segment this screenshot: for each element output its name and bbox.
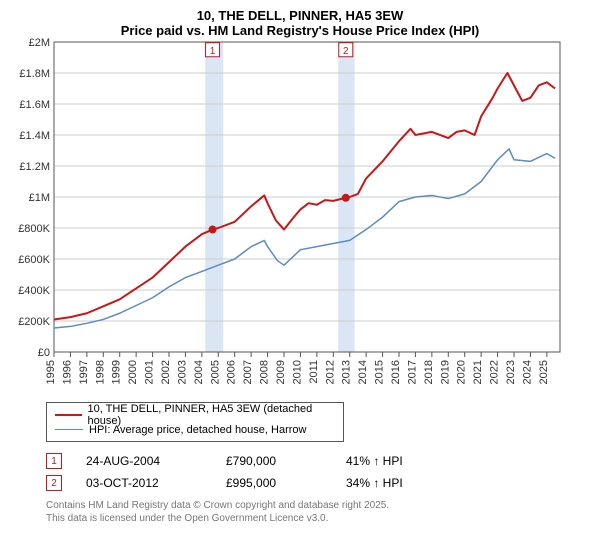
svg-text:2010: 2010 [291, 360, 303, 384]
sales-table: 1 24-AUG-2004£790,00041% ↑ HPI 2 03-OCT-201… [46, 450, 600, 494]
svg-text:2008: 2008 [259, 360, 271, 384]
sale-row: 1 24-AUG-2004£790,00041% ↑ HPI [46, 450, 600, 472]
svg-text:2015: 2015 [374, 360, 386, 384]
svg-text:2012: 2012 [324, 360, 336, 384]
svg-text:2006: 2006 [226, 360, 238, 384]
svg-text:2023: 2023 [505, 360, 517, 384]
sale-marker-box: 1 [46, 453, 62, 469]
svg-text:2011: 2011 [308, 360, 320, 384]
svg-text:2018: 2018 [423, 360, 435, 384]
sale-date: 03-OCT-2012 [86, 476, 226, 490]
svg-text:£2M: £2M [29, 38, 50, 49]
svg-text:2002: 2002 [160, 360, 172, 384]
svg-text:2024: 2024 [521, 360, 533, 384]
svg-text:1: 1 [210, 46, 216, 57]
sale-price: £790,000 [226, 454, 346, 468]
svg-text:2020: 2020 [456, 360, 468, 384]
title-line-2: Price paid vs. HM Land Registry's House … [0, 23, 600, 38]
chart-area: £0 £200K £400K £600K £800K £1M £1.2M £1.4M £1.6M… [8, 38, 568, 396]
svg-text:2001: 2001 [144, 360, 156, 384]
sale-marker-box: 2 [46, 475, 62, 491]
svg-text:1999: 1999 [111, 360, 123, 384]
svg-text:2000: 2000 [127, 360, 139, 384]
svg-text:1997: 1997 [78, 360, 90, 384]
svg-text:£1M: £1M [29, 192, 50, 204]
svg-text:2: 2 [343, 46, 349, 57]
svg-text:2004: 2004 [193, 360, 205, 384]
svg-text:2021: 2021 [472, 360, 484, 384]
sale-price: £995,000 [226, 476, 346, 490]
svg-text:1998: 1998 [94, 360, 106, 384]
svg-text:£1.4M: £1.4M [19, 130, 50, 142]
legend-swatch [55, 414, 82, 416]
sale-pct-vs-hpi: 34% ↑ HPI [346, 476, 466, 490]
svg-text:2019: 2019 [439, 360, 451, 384]
svg-text:2014: 2014 [357, 360, 369, 384]
footer-line-1: Contains HM Land Registry data © Crown c… [46, 500, 600, 513]
sale-pct-vs-hpi: 41% ↑ HPI [346, 454, 466, 468]
svg-text:2003: 2003 [176, 360, 188, 384]
legend-label: HPI: Average price, detached house, Harr… [89, 424, 306, 436]
legend-row: 10, THE DELL, PINNER, HA5 3EW (detached … [55, 407, 335, 422]
svg-text:2022: 2022 [489, 360, 501, 384]
svg-text:2016: 2016 [390, 360, 402, 384]
svg-text:£1.8M: £1.8M [19, 68, 50, 80]
legend-row: HPI: Average price, detached house, Harr… [55, 422, 335, 437]
svg-text:1996: 1996 [61, 360, 73, 384]
svg-text:£600K: £600K [18, 254, 50, 266]
svg-text:£0: £0 [38, 347, 50, 359]
svg-text:2007: 2007 [242, 360, 254, 384]
title-line-1: 10, THE DELL, PINNER, HA5 3EW [0, 8, 600, 23]
svg-text:£1.2M: £1.2M [19, 161, 50, 173]
legend: 10, THE DELL, PINNER, HA5 3EW (detached … [46, 402, 344, 442]
sale-row: 2 03-OCT-2012£995,00034% ↑ HPI [46, 472, 600, 494]
svg-text:2005: 2005 [209, 360, 221, 384]
footer-attribution: Contains HM Land Registry data © Crown c… [46, 500, 600, 525]
svg-text:£800K: £800K [18, 223, 50, 235]
svg-text:£200K: £200K [18, 316, 50, 328]
svg-text:2013: 2013 [341, 360, 353, 384]
footer-line-2: This data is licensed under the Open Gov… [46, 513, 600, 526]
svg-text:£1.6M: £1.6M [19, 99, 50, 111]
svg-text:1995: 1995 [45, 360, 57, 384]
legend-swatch [55, 429, 83, 430]
chart-title-block: 10, THE DELL, PINNER, HA5 3EW Price paid… [0, 0, 600, 38]
sale-date: 24-AUG-2004 [86, 454, 226, 468]
svg-text:2025: 2025 [538, 360, 550, 384]
svg-text:2017: 2017 [406, 360, 418, 384]
svg-text:£400K: £400K [18, 285, 50, 297]
svg-text:2009: 2009 [275, 360, 287, 384]
